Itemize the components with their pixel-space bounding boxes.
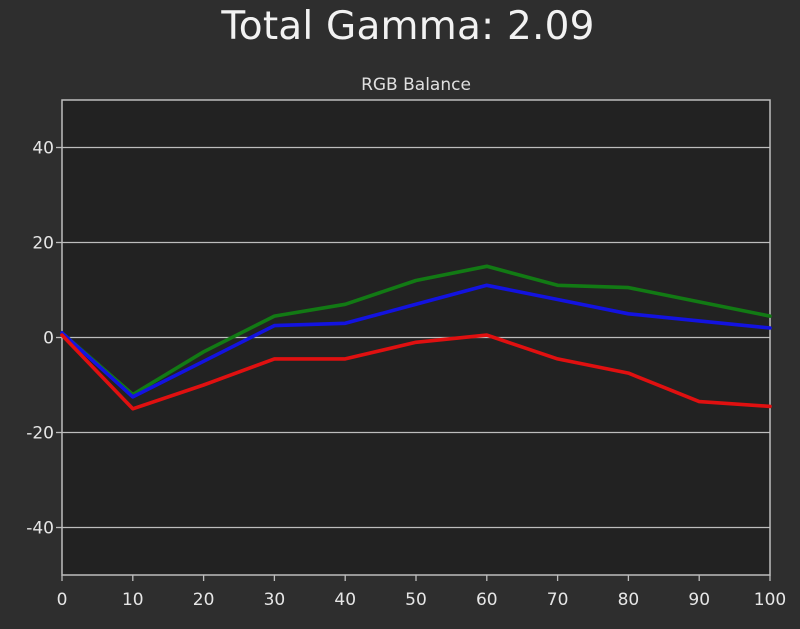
series-line-1: [60, 283, 772, 399]
x-tick-label: 80: [618, 590, 640, 610]
x-tick-label: 20: [193, 590, 215, 610]
x-tick-label: 30: [264, 590, 286, 610]
y-tick-label: 20: [32, 234, 54, 254]
x-tick-label: 60: [476, 590, 498, 610]
series-line-2: [60, 333, 772, 411]
y-tick-label: 40: [32, 139, 54, 159]
x-tick-label: 50: [405, 590, 427, 610]
x-tick-label: 10: [122, 590, 144, 610]
chart-title: Total Gamma: 2.09: [221, 4, 595, 49]
x-tick-label: 40: [334, 590, 356, 610]
chart-subtitle: RGB Balance: [361, 75, 471, 95]
y-tick-label: 0: [43, 329, 54, 349]
x-tick-label: 100: [754, 590, 786, 610]
y-tick-label: -20: [26, 424, 54, 444]
x-tick-label: 90: [688, 590, 710, 610]
x-tick-label: 0: [57, 590, 68, 610]
x-tick-label: 70: [547, 590, 569, 610]
y-tick-label: -40: [26, 519, 54, 539]
series-line-0: [60, 264, 772, 397]
